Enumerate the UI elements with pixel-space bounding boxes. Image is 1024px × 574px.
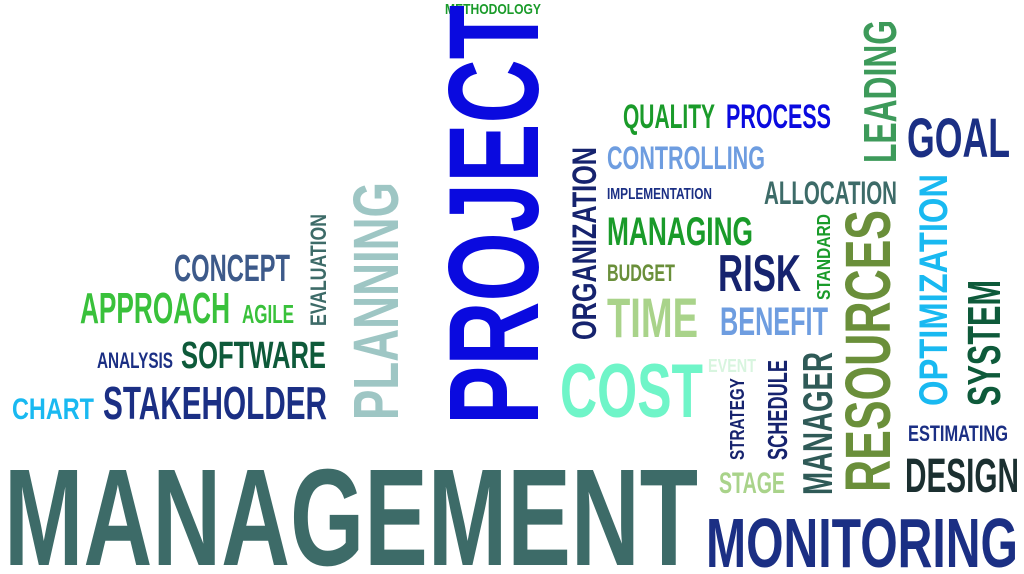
word-leading: LEADING [854, 20, 906, 163]
word-resources: RESOURCES [832, 210, 904, 492]
word-software: SOFTWARE [181, 335, 326, 377]
word-process: PROCESS [726, 98, 831, 136]
word-stakeholder: STAKEHOLDER [103, 377, 327, 429]
word-agile: AGILE [242, 299, 294, 329]
word-methodology: METHODOLOGY [445, 1, 541, 18]
word-cost: COST [560, 349, 703, 434]
word-monitoring: MONITORING [706, 504, 1018, 574]
word-managing: MANAGING [607, 210, 753, 254]
word-design: DESIGN [905, 450, 1019, 503]
word-project: PROJECT [423, 5, 566, 425]
word-time: TIME [607, 286, 698, 349]
word-budget: BUDGET [607, 260, 675, 287]
word-manager: MANAGER [794, 352, 841, 495]
word-management: MANAGEMENT [4, 441, 698, 574]
word-analysis: ANALYSIS [97, 348, 173, 373]
word-approach: APPROACH [80, 284, 230, 333]
word-system: SYSTEM [958, 280, 1010, 406]
word-optimization: OPTIMIZATION [912, 174, 956, 406]
word-evaluation: EVALUATION [306, 214, 331, 326]
word-quality: QUALITY [623, 98, 715, 136]
word-allocation: ALLOCATION [764, 175, 897, 211]
word-stage: STAGE [719, 467, 785, 500]
word-controlling: CONTROLLING [607, 140, 765, 176]
word-concept: CONCEPT [174, 248, 290, 290]
word-chart: CHART [12, 393, 94, 426]
word-benefit: BENEFIT [720, 300, 828, 344]
word-standard: STANDARD [814, 214, 834, 300]
word-strategy: STRATEGY [727, 378, 749, 460]
word-organization: ORGANIZATION [566, 147, 604, 340]
word-event: EVENT [708, 356, 756, 376]
word-implementation: IMPLEMENTATION [607, 186, 712, 203]
word-estimating: ESTIMATING [908, 421, 1008, 446]
word-risk: RISK [718, 245, 801, 303]
word-schedule: SCHEDULE [762, 360, 793, 460]
word-goal: GOAL [907, 106, 1010, 169]
word-planning: PLANNING [340, 182, 412, 420]
